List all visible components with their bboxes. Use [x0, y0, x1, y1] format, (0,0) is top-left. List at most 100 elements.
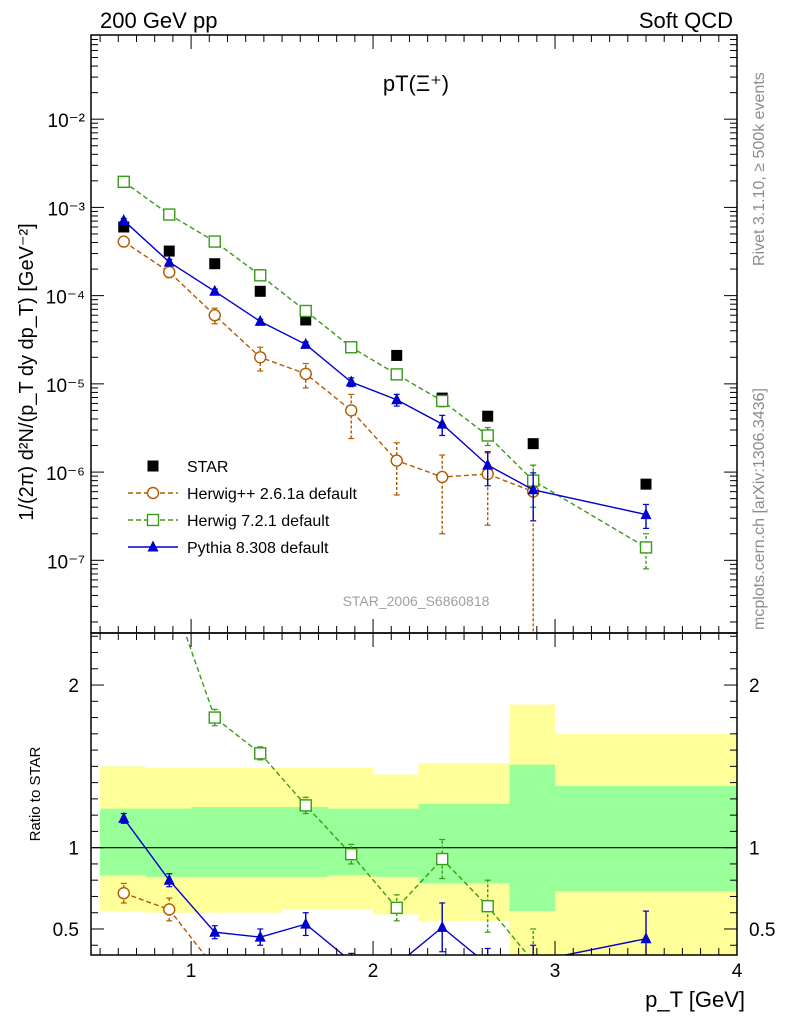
ratio-band-inner: [555, 785, 737, 892]
main-title: pT(Ξ⁺): [383, 71, 449, 96]
ratio-pythia-8-308-default-marker: [254, 930, 266, 942]
herwig-2-6-1a-default-marker: [163, 265, 176, 279]
ratio-herwig-7-2-1-default-marker: [390, 901, 403, 915]
ratio-pythia-8-308-default-line: [123, 817, 647, 955]
pythia-8-308-default-marker: [640, 508, 652, 520]
ratio-band-inner: [509, 764, 556, 912]
ratio-herwig-7-2-1-default-marker: [208, 711, 221, 724]
ratio-pythia-8-308-default-marker: [528, 955, 539, 966]
ratio-herwig-7-2-1-default-marker: [481, 900, 494, 913]
pythia-8-308-default-marker: [118, 214, 130, 226]
ratio-y-tick-label: 1: [68, 839, 79, 860]
ratio-pythia-8-308-default-marker: [391, 958, 402, 969]
star-marker: [209, 258, 221, 270]
herwig-7-2-1-default-marker: [208, 235, 221, 248]
pythia-8-308-default-marker: [345, 375, 357, 387]
ratio-y-tick-label: 2: [68, 676, 79, 697]
pythia-8-308-default-marker: [482, 458, 494, 470]
legend-label: Herwig++ 2.6.1a default: [187, 486, 357, 503]
star-marker: [300, 314, 312, 326]
y-tick-label: 10⁻⁷: [47, 552, 85, 573]
legend-label: Herwig 7.2.1 default: [187, 513, 330, 530]
ratio-pythia-8-308-default-marker: [640, 932, 652, 944]
ratio-pythia-8-308-default-marker: [436, 920, 448, 932]
ratio-y-tick-label-right: 1: [749, 839, 760, 860]
ratio-herwig-7-2-1-default-marker: [436, 852, 449, 866]
x-tick-label: 4: [732, 961, 743, 982]
herwig-7-2-1-default-marker: [639, 541, 653, 554]
ratio-herwig-7-2-1-default-marker: [299, 799, 312, 812]
ratio-band-inner: [373, 808, 419, 877]
y-tick-label: 10⁻³: [48, 199, 86, 220]
star-marker: [163, 245, 175, 257]
ratio-y-tick-label-right: 0.5: [749, 920, 775, 941]
legend-marker: [146, 486, 160, 500]
ratio-pythia-8-308-default-marker: [482, 958, 493, 969]
ratio-herwig-7-2-1-default-marker: [164, 582, 175, 593]
herwig-2-6-1a-default-marker: [299, 367, 312, 381]
mcplots-label: mcplots.cern.ch [arXiv:1306.3436]: [751, 388, 768, 630]
pythia-8-308-default-marker: [436, 417, 448, 429]
ratio-herwig-7-2-1-default-line: [184, 633, 529, 955]
x-axis-label: p_T [GeV]: [645, 987, 745, 1012]
ratio-band-inner: [464, 803, 510, 884]
star-marker: [391, 349, 403, 361]
ratio-panel: 0.5 0.5 1 1 2 2 1 2 3 4: [53, 484, 775, 983]
ratio-herwig-7-2-1-default-marker: [118, 484, 129, 495]
legend-marker: [146, 513, 160, 527]
legend-label: STAR: [187, 459, 228, 476]
ratio-band-inner: [145, 808, 192, 877]
rivet-label: Rivet 3.1.10, ≥ 500k events: [751, 72, 768, 266]
y-tick-label: 10⁻⁴: [46, 288, 85, 309]
pythia-8-308-default-marker: [209, 284, 221, 296]
y-axis-label: 1/(2π) d²N/(p_T dy dp_T) [GeV⁻²]: [16, 223, 38, 520]
watermark: STAR_2006_S6860818: [343, 593, 490, 609]
y-tick-label: 10⁻⁵: [46, 376, 85, 397]
herwig-2-6-1a-default-line: [123, 240, 534, 493]
x-tick-label: 1: [186, 961, 197, 982]
ratio-pythia-8-308-default-marker: [163, 873, 175, 885]
ratio-herwig-2-6-1a-default-marker: [117, 887, 130, 900]
herwig-2-6-1a-default-marker: [436, 470, 449, 484]
herwig-2-6-1a-default-marker: [254, 351, 267, 364]
ratio-pythia-8-308-default-marker: [346, 955, 357, 966]
star-marker: [640, 478, 652, 490]
pythia-8-308-default-marker: [163, 255, 175, 267]
ratio-y-tick-label-right: 2: [749, 676, 760, 697]
ratio-band-inner: [418, 803, 465, 884]
herwig-2-6-1a-default-marker: [345, 404, 358, 417]
ratio-band-inner: [236, 807, 283, 877]
legend-marker: [147, 540, 159, 552]
x-tick-label: 3: [550, 961, 561, 982]
legend-label: Pythia 8.308 default: [187, 540, 329, 557]
herwig-7-2-1-default-marker: [345, 341, 358, 354]
star-marker: [482, 410, 494, 422]
star-marker: [254, 285, 266, 297]
ratio-band-inner: [282, 807, 328, 877]
header-right: Soft QCD: [639, 8, 733, 33]
herwig-7-2-1-default-marker: [117, 175, 130, 189]
legend: STAR Herwig++ 2.6.1a default Herwig 7.2.1 …: [128, 459, 357, 557]
ratio-herwig-7-2-1-default-marker: [528, 956, 539, 967]
ratio-band-inner: [191, 807, 237, 877]
ratio-herwig-2-6-1a-default-marker: [209, 963, 220, 974]
ratio-y-tick-label: 0.5: [53, 920, 79, 941]
pythia-8-308-default-marker: [300, 337, 312, 349]
herwig-7-2-1-default-marker: [163, 208, 176, 221]
ratio-pythia-8-308-default-marker: [118, 811, 130, 823]
y-tick-label: 10⁻²: [48, 111, 86, 132]
herwig-7-2-1-default-marker: [481, 429, 494, 442]
herwig-2-6-1a-default-marker: [208, 309, 221, 322]
star-marker: [527, 438, 539, 450]
legend-marker: [147, 460, 159, 472]
ratio-herwig-2-6-1a-default-marker: [163, 903, 176, 916]
main-panel: 10⁻⁷ 10⁻⁶ 10⁻⁵ 10⁻⁴ 10⁻³ 10⁻² pT(Ξ⁺) STAR_200…: [46, 34, 738, 634]
ratio-frame: [90, 632, 738, 956]
pythia-8-308-default-marker: [527, 483, 539, 495]
ratio-herwig-7-2-1-default-marker: [254, 747, 267, 760]
x-tick-label: 2: [368, 961, 379, 982]
herwig-2-6-1a-default-marker: [117, 235, 130, 248]
ratio-herwig-7-2-1-default-marker: [641, 972, 652, 983]
herwig-7-2-1-default-marker: [436, 394, 449, 408]
